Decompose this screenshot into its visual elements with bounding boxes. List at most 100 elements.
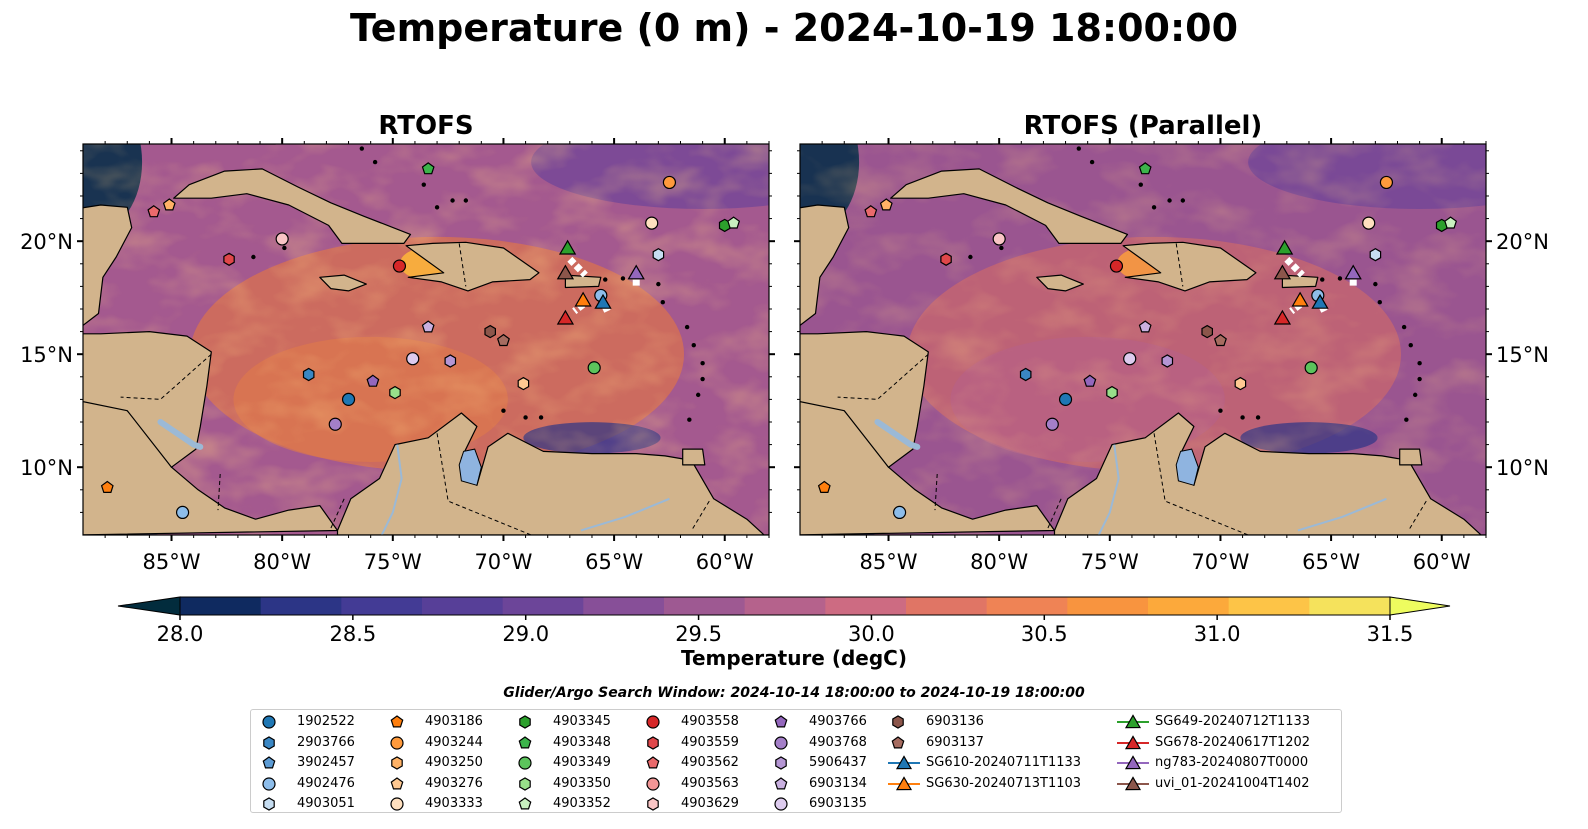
lon-tick-label: 60°W (696, 550, 754, 574)
lake-nicaragua (157, 418, 204, 450)
legend-label: 4903352 (553, 796, 611, 812)
colorbar-segment (180, 597, 262, 615)
colorbar: 28.0 28.5 29.0 29.5 30.0 30.5 31.0 31.5 (117, 596, 1451, 646)
argo-float-marker (392, 259, 407, 273)
glider-marker (1311, 293, 1329, 309)
legend-label: SG610-20240711T1133 (926, 755, 1082, 771)
argo-float-marker (275, 232, 289, 246)
island (421, 182, 426, 187)
legend-label: 4903559 (681, 734, 739, 750)
argo-float-marker (1379, 175, 1394, 190)
argo-float-marker (1109, 259, 1124, 273)
colorbar-tick-label: 28.0 (157, 622, 204, 646)
legend-label: 4903333 (425, 796, 483, 812)
legend-label: ng783-20240807T0000 (1155, 755, 1309, 771)
glider-track (1284, 256, 1305, 278)
lon-tick-label: 65°W (585, 550, 643, 574)
argo-float-marker (1058, 392, 1073, 406)
colorbar-tick-label: 30.5 (1021, 622, 1068, 646)
legend: 1902522 2903766 3902457 4902476 4903051 49031… (250, 709, 1342, 813)
argo-float-marker (1138, 320, 1152, 333)
island (660, 300, 665, 305)
argo-float-marker (1106, 385, 1118, 400)
search-window-caption: Glider/Argo Search Window: 2024-10-14 18… (503, 685, 1085, 701)
lat-tick-label: 10°N (20, 456, 73, 480)
landmass-jamaica (319, 274, 367, 292)
lon-tick-label: 80°W (970, 550, 1028, 574)
argo-float-marker (147, 205, 161, 218)
legend-label: 4903349 (553, 755, 611, 771)
axis-ticks: 85°W 80°W 75°W 70°W 65°W 60°W 20°N 15°N 10°N (20, 138, 775, 574)
circle-marker-icon (774, 735, 788, 750)
lon-tick-label: 70°W (1191, 550, 1249, 574)
argo-float-marker (1234, 376, 1247, 391)
island (700, 361, 705, 366)
argo-float-marker (1213, 333, 1227, 347)
colorbar-segment (260, 597, 342, 615)
island (1377, 300, 1382, 305)
argo-float-markers (817, 162, 1458, 519)
country-border (217, 473, 221, 511)
island (1240, 415, 1245, 420)
figure-title: Temperature (0 m) - 2024-10-19 18:00:00 (349, 6, 1239, 50)
island (1412, 392, 1418, 398)
country-border (934, 473, 938, 511)
argo-float-marker (444, 354, 457, 368)
land (800, 144, 1486, 535)
glider-marker (1273, 264, 1292, 280)
island (1089, 159, 1095, 165)
hexagon-marker-icon (647, 797, 659, 812)
landmass-hispaniola (1122, 241, 1257, 292)
island (656, 281, 661, 287)
colorbar-segment (341, 597, 423, 615)
argo-float-marker (1201, 324, 1214, 339)
island (968, 254, 973, 260)
legend-label: 6903135 (809, 796, 867, 812)
legend-label: SG649-20240712T1133 (1155, 714, 1311, 729)
colorbar-segment (1067, 597, 1149, 615)
hexagon-marker-icon (263, 735, 275, 750)
lake-maracaibo (458, 448, 482, 486)
argo-float-marker (1369, 248, 1382, 262)
island (700, 376, 705, 382)
island (695, 392, 701, 398)
pentagon-marker-icon (518, 735, 532, 749)
legend-label: 4903629 (681, 796, 739, 812)
legend-label: 4903276 (425, 775, 483, 791)
lake-maracaibo (1175, 448, 1199, 486)
legend-label: 4903250 (425, 755, 483, 771)
argo-float-marker (645, 216, 659, 230)
legend-label: 4903348 (553, 734, 611, 750)
colorbar-segment (1309, 597, 1391, 615)
country-border (837, 353, 929, 400)
island (1151, 205, 1157, 210)
colorbar-segment (1228, 597, 1310, 615)
island (434, 205, 440, 210)
argo-float-marker (940, 252, 952, 266)
island (1408, 342, 1413, 348)
glider-markers (556, 239, 645, 325)
legend-label: 5906437 (809, 755, 867, 771)
lake-nicaragua (874, 418, 921, 450)
pentagon-marker-icon (262, 756, 276, 769)
argo-float-marker (892, 505, 907, 519)
colorbar-segment (422, 597, 504, 615)
country-border (120, 353, 212, 400)
island (1404, 417, 1409, 422)
legend-label: 4902476 (297, 775, 355, 791)
colorbar-extend-high (1389, 596, 1451, 616)
lat-tick-label: 15°N (20, 343, 73, 367)
circle-marker-icon (262, 777, 276, 791)
glider-track (567, 256, 588, 278)
island (1255, 415, 1261, 420)
island (251, 254, 256, 260)
pentagon-marker-icon (891, 735, 905, 749)
legend-label: 4903563 (681, 775, 739, 791)
colorbar-segment (502, 597, 584, 615)
map-panel-rtofs: RTOFS 85°W 80°W 75°W 70°W 65°W 60°W 20°N 15°N 10… (20, 111, 775, 574)
glider-marker (574, 291, 592, 307)
pentagon-marker-icon (390, 777, 404, 790)
map-frame (82, 143, 770, 536)
argo-float-marker (1123, 352, 1137, 366)
argo-float-marker (406, 352, 420, 366)
